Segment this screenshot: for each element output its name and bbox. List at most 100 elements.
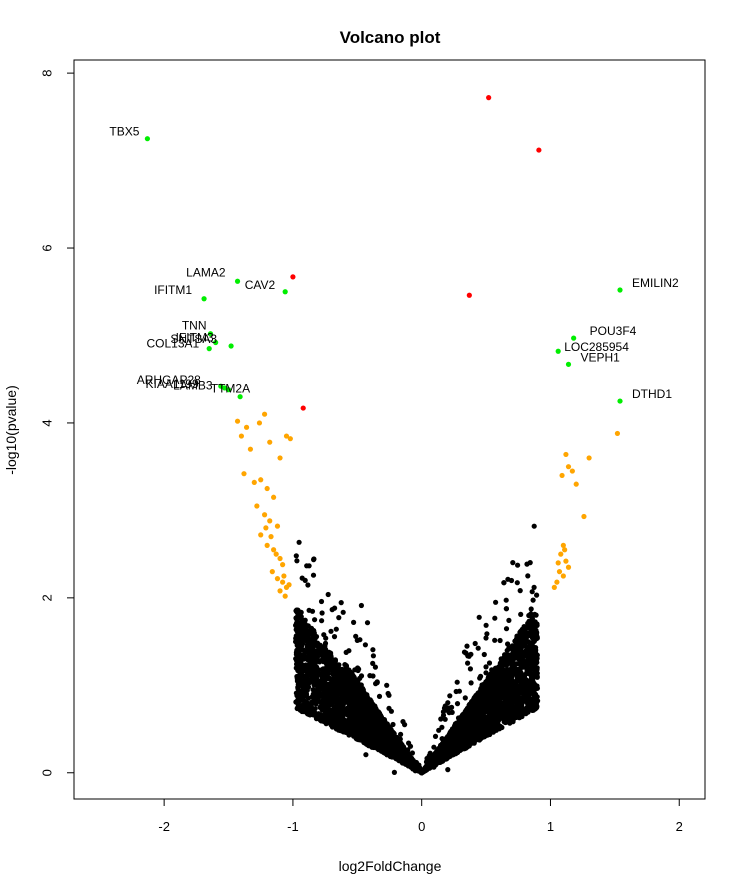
point-not-significant <box>311 556 317 562</box>
point-not-significant <box>439 724 445 730</box>
point-not-significant <box>355 719 361 725</box>
point-not-significant <box>335 696 342 702</box>
point-not-significant <box>356 726 362 733</box>
point-not-significant <box>333 667 339 674</box>
point-not-significant <box>347 712 353 718</box>
point-not-significant <box>333 715 339 721</box>
point-not-significant <box>306 650 312 656</box>
point-not-significant <box>456 688 462 694</box>
point-not-significant <box>324 661 330 667</box>
point-not-significant <box>351 619 357 626</box>
point-not-significant <box>340 609 346 615</box>
point-not-significant <box>468 680 474 686</box>
point-not-significant <box>322 643 328 649</box>
point-not-significant <box>526 639 532 646</box>
point-not-significant <box>493 717 499 724</box>
point-not-significant <box>475 645 481 651</box>
point-not-significant <box>534 621 540 627</box>
point-not-significant <box>342 723 348 729</box>
point-not-significant <box>330 661 336 667</box>
point-not-significant <box>518 639 524 645</box>
point-not-significant <box>507 659 513 665</box>
point-not-significant <box>296 663 302 669</box>
point-not-significant <box>296 658 302 664</box>
point-not-significant <box>312 710 318 716</box>
point-not-significant <box>510 560 516 566</box>
point-not-significant <box>469 738 475 744</box>
point-not-significant <box>534 592 540 598</box>
point-not-significant <box>319 610 325 616</box>
point-not-significant <box>486 715 492 721</box>
point-not-significant <box>445 767 451 773</box>
point-not-significant <box>514 661 520 667</box>
point-not-significant <box>388 708 394 714</box>
chart-title: Volcano plot <box>340 28 441 47</box>
point-not-significant <box>504 719 510 725</box>
point-not-significant <box>529 589 535 595</box>
point-not-significant <box>329 707 335 713</box>
point-not-significant <box>312 617 318 623</box>
point-not-significant <box>481 734 487 740</box>
point-not-significant <box>499 659 505 665</box>
point-not-significant <box>526 618 532 625</box>
point-not-significant <box>317 704 323 710</box>
point-not-significant <box>374 679 380 685</box>
point-not-significant <box>513 643 519 650</box>
point-not-significant <box>518 611 524 618</box>
point-not-significant <box>301 621 307 627</box>
point-not-significant <box>386 751 393 757</box>
point-not-significant <box>316 713 322 719</box>
point-not-significant <box>522 662 528 668</box>
point-not-significant <box>499 701 505 707</box>
point-not-significant <box>465 653 471 659</box>
point-not-significant <box>299 666 305 672</box>
point-not-significant <box>334 701 340 707</box>
point-not-significant <box>533 631 540 637</box>
point-not-significant <box>503 626 510 632</box>
point-not-significant <box>309 656 316 662</box>
point-not-significant <box>314 688 320 695</box>
point-not-significant <box>528 611 534 617</box>
point-not-significant <box>531 674 537 680</box>
point-not-significant <box>503 597 509 603</box>
point-not-significant <box>483 622 489 628</box>
non-significant-points <box>293 523 541 776</box>
point-not-significant <box>300 634 306 640</box>
point-not-significant <box>326 686 332 692</box>
point-not-significant <box>522 636 528 642</box>
point-not-significant <box>378 744 384 750</box>
point-not-significant <box>337 727 344 734</box>
point-not-significant <box>329 692 335 698</box>
point-not-significant <box>517 707 523 713</box>
point-not-significant <box>500 685 507 691</box>
point-not-significant <box>481 651 487 658</box>
point-not-significant <box>508 675 515 681</box>
point-not-significant <box>445 700 451 706</box>
point-not-significant <box>465 660 471 666</box>
point-not-significant <box>438 716 444 722</box>
plot-frame <box>73 59 706 800</box>
point-not-significant <box>296 643 302 649</box>
point-not-significant <box>295 633 301 639</box>
point-not-significant <box>517 695 523 701</box>
point-not-significant <box>356 666 362 672</box>
point-not-significant <box>302 577 308 584</box>
point-not-significant <box>304 669 310 676</box>
point-not-significant <box>462 738 468 744</box>
point-not-significant <box>308 645 314 651</box>
point-not-significant <box>294 626 300 632</box>
point-not-significant <box>486 660 493 666</box>
point-not-significant <box>487 728 493 734</box>
point-not-significant <box>311 682 317 688</box>
point-not-significant <box>531 656 537 662</box>
point-not-significant <box>525 709 531 715</box>
point-not-significant <box>372 664 378 670</box>
point-not-significant <box>352 728 358 734</box>
point-not-significant <box>505 576 511 582</box>
point-not-significant <box>527 560 533 566</box>
point-not-significant <box>505 691 511 697</box>
point-not-significant <box>440 712 447 718</box>
point-not-significant <box>370 660 376 667</box>
point-not-significant <box>391 769 397 776</box>
point-not-significant <box>481 720 487 726</box>
